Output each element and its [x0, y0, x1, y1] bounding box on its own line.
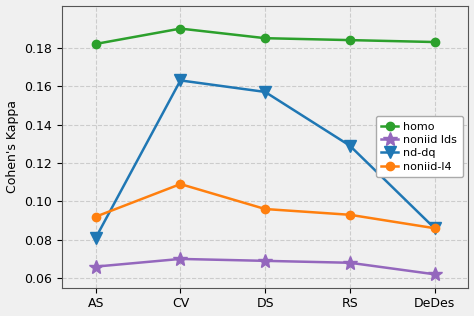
homo: [262, 36, 268, 40]
noniid lds: [178, 257, 183, 261]
noniid-l4: [262, 207, 268, 211]
homo: [178, 27, 183, 30]
noniid-l4: [178, 182, 183, 186]
noniid lds: [347, 261, 353, 265]
Line: noniid-l4: noniid-l4: [91, 180, 439, 232]
Line: homo: homo: [91, 24, 439, 48]
Y-axis label: Cohen's Kappa: Cohen's Kappa: [6, 100, 18, 193]
homo: [93, 42, 99, 46]
noniid-l4: [347, 213, 353, 217]
homo: [347, 38, 353, 42]
nd-dq: [432, 226, 438, 230]
noniid-l4: [93, 215, 99, 219]
nd-dq: [93, 236, 99, 240]
homo: [432, 40, 438, 44]
nd-dq: [347, 144, 353, 148]
noniid lds: [262, 259, 268, 263]
Line: noniid lds: noniid lds: [89, 252, 441, 281]
noniid lds: [93, 265, 99, 269]
noniid lds: [432, 272, 438, 276]
nd-dq: [178, 78, 183, 82]
nd-dq: [262, 90, 268, 94]
Line: nd-dq: nd-dq: [90, 75, 440, 243]
Legend: homo, noniid lds, nd-dq, noniid-l4: homo, noniid lds, nd-dq, noniid-l4: [376, 116, 463, 177]
noniid-l4: [432, 226, 438, 230]
